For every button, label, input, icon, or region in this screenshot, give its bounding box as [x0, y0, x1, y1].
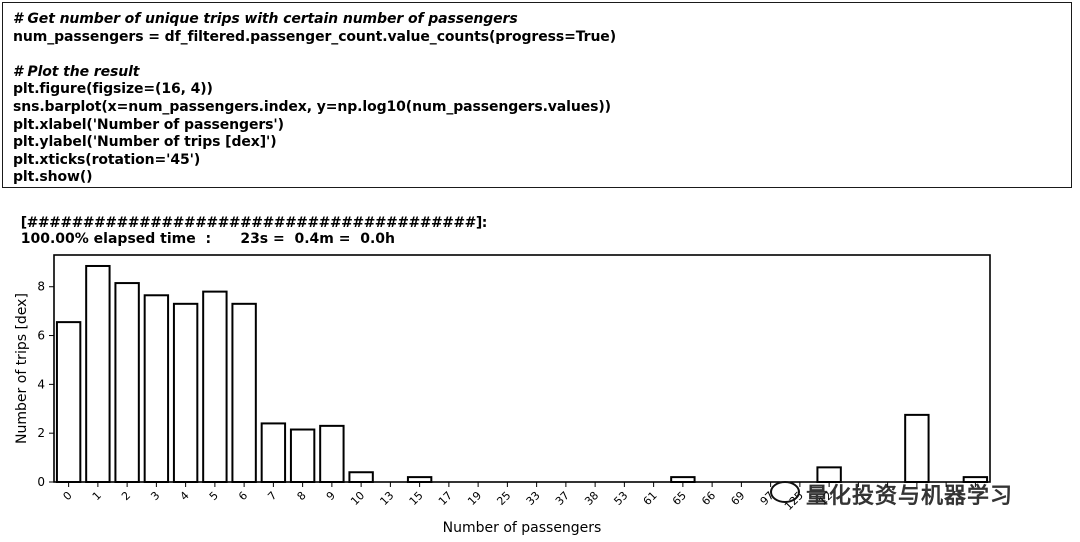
x-tick-label-0: 0 — [61, 489, 75, 503]
x-tick-label-1: 1 — [90, 489, 104, 503]
bar-2 — [114, 282, 140, 483]
x-tick-label-3: 3 — [148, 489, 162, 503]
x-tick-label-19: 53 — [611, 489, 630, 508]
bar-5 — [202, 290, 228, 484]
x-tick-label-4: 4 — [178, 489, 192, 503]
x-tick-label-13: 17 — [436, 489, 455, 508]
y-tick-label-2: 2 — [37, 426, 45, 440]
x-tick-label-2: 2 — [119, 489, 133, 503]
progress-output: [#######################################… — [11, 199, 488, 247]
bar-10 — [348, 471, 374, 484]
x-tick-label-6: 6 — [236, 489, 250, 503]
bar-0 — [55, 321, 82, 483]
x-tick-label-21: 65 — [670, 489, 689, 508]
y-tick-label-4: 4 — [37, 377, 45, 391]
x-tick-label-16: 33 — [524, 489, 543, 508]
watermark-label: 量化投资与机器学习 — [806, 484, 1014, 509]
x-tick-label-11: 13 — [377, 489, 396, 508]
y-tick-label-6: 6 — [37, 329, 45, 343]
plot-frame — [53, 254, 991, 483]
x-tick-label-20: 61 — [641, 489, 660, 508]
bar-8 — [289, 428, 316, 484]
code-line: plt.xticks(rotation='45') — [13, 151, 201, 168]
bar-9 — [319, 424, 345, 484]
x-tick-label-15: 25 — [494, 489, 513, 508]
code-line: plt.ylabel('Number of trips [dex]') — [13, 134, 277, 151]
x-tick-label-22: 66 — [699, 489, 718, 508]
code-line: # Plot the result — [13, 63, 140, 80]
x-tick-label-12: 15 — [407, 489, 426, 508]
code-line: num_passengers = df_filtered.passenger_c… — [13, 28, 617, 45]
bar-29 — [904, 413, 930, 483]
x-tick-label-9: 9 — [324, 489, 338, 503]
x-tick-label-17: 37 — [553, 489, 572, 508]
bar-21 — [670, 476, 696, 484]
code-line: sns.barplot(x=num_passengers.index, y=np… — [13, 98, 611, 115]
bar-4 — [172, 302, 199, 483]
x-tick-label-23: 69 — [728, 489, 747, 508]
y-tick-label-0: 0 — [37, 475, 45, 489]
watermark-text: 量化投资与机器学习 — [770, 478, 1013, 510]
y-tick-label-8: 8 — [37, 280, 45, 294]
code-cell[interactable]: # Get number of unique trips with certai… — [2, 2, 1072, 188]
x-axis-label: Number of passengers — [443, 520, 602, 536]
bar-7 — [260, 422, 287, 483]
wechat-icon — [770, 481, 800, 503]
y-axis-label: Number of trips [dex] — [14, 293, 30, 444]
code-line: plt.figure(figsize=(16, 4)) — [13, 81, 213, 98]
code-text[interactable]: # Get number of unique trips with certai… — [13, 11, 616, 187]
x-tick-label-7: 7 — [265, 489, 279, 503]
x-tick-label-18: 38 — [582, 489, 601, 508]
bar-6 — [231, 302, 257, 483]
x-tick-label-10: 10 — [348, 489, 367, 508]
progress-status-text: 100.00% elapsed time : 23s = 0.4m = 0.0h — [20, 231, 396, 247]
code-line: plt.xlabel('Number of passengers') — [13, 116, 284, 133]
progress-bar-text: [#######################################… — [20, 215, 488, 231]
x-tick-label-14: 19 — [465, 489, 484, 508]
code-line: # Get number of unique trips with certai… — [13, 11, 518, 27]
bar-1 — [85, 264, 111, 483]
code-line: plt.show() — [13, 169, 93, 186]
x-tick-label-8: 8 — [295, 489, 309, 503]
bar-3 — [143, 294, 170, 483]
bar-12 — [406, 476, 433, 484]
x-tick-label-5: 5 — [207, 489, 221, 503]
